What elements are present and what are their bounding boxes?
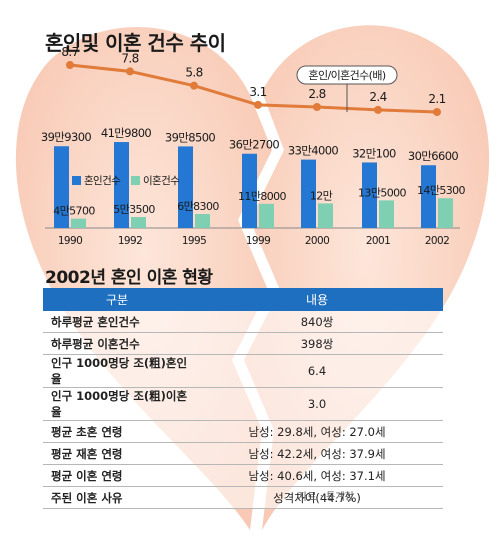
data-label-divorce: 13만5000 xyxy=(358,186,407,199)
bar-divorce xyxy=(379,200,394,228)
ratio-point xyxy=(313,103,321,112)
bar-marriage xyxy=(178,146,193,228)
bar-marriage xyxy=(114,142,129,228)
ratio-point xyxy=(433,108,441,116)
data-label-marriage: 32만100 xyxy=(352,146,396,160)
bar-divorce xyxy=(131,217,146,228)
tick-label: 1995 xyxy=(182,235,206,247)
data-label-divorce: 6만8300 xyxy=(177,200,219,213)
bar-divorce xyxy=(195,214,210,228)
ratio-label: 2.4 xyxy=(369,90,386,104)
bar-marriage xyxy=(54,146,69,228)
bar-divorce xyxy=(259,203,274,228)
bar-marriage xyxy=(301,159,316,228)
header-content: 내용 xyxy=(191,288,443,311)
row-label: 하루평균 혼인건수 xyxy=(43,311,191,333)
data-label-divorce: 5만3500 xyxy=(113,203,155,216)
tick-label: 1990 xyxy=(58,235,82,247)
source-note: 자료 : 통계청 xyxy=(298,492,354,503)
header-category: 구분 xyxy=(43,288,191,311)
data-label-marriage: 36만2700 xyxy=(229,138,280,152)
bar-marriage xyxy=(362,162,377,228)
table-row: 하루평균 혼인건수 840쌍 xyxy=(43,311,443,333)
ratio-label: 3.1 xyxy=(249,85,266,99)
ratio-point xyxy=(190,81,198,90)
data-label-divorce: 14만5300 xyxy=(417,184,466,197)
bar-marriage xyxy=(242,153,257,228)
data-label-marriage: 30만6600 xyxy=(408,149,459,163)
row-value: 남성: 40.6세, 여성: 37.1세 xyxy=(191,464,443,487)
tick-label: 2000 xyxy=(305,235,329,247)
status-table: 구분 내용 하루평균 혼인건수 840쌍 하루평균 이혼건수 398쌍 인구 1… xyxy=(43,288,443,509)
legend: 혼인건수 이혼건수 xyxy=(72,174,181,187)
table-row: 평균 이혼 연령 남성: 40.6세, 여성: 37.1세 xyxy=(43,464,443,487)
table-row: 인구 1000명당 조(粗)혼인율 6.4 xyxy=(43,354,443,388)
legend-label-divorce: 이혼건수 xyxy=(143,174,180,187)
row-label: 평균 초혼 연령 xyxy=(43,420,191,443)
row-value: 성격차이(44.7%) xyxy=(191,486,443,509)
ratio-label: 2.1 xyxy=(428,92,445,106)
row-value: 3.0 xyxy=(191,387,443,421)
tick-label: 2001 xyxy=(366,235,390,247)
data-label-marriage: 39만8500 xyxy=(165,130,216,144)
table-title: 2002년 혼인 이혼 현황 xyxy=(45,268,213,288)
data-label-divorce: 4만5700 xyxy=(53,205,95,218)
legend-swatch-divorce xyxy=(131,176,140,185)
data-label-divorce: 12만 xyxy=(310,189,333,202)
tick-label: 2002 xyxy=(425,235,449,247)
legend-label-marriage: 혼인건수 xyxy=(84,174,121,187)
chart-area: 39만9300 4만5700 41만9800 5만3500 39만8500 6만8300 3… xyxy=(41,45,466,247)
row-label: 하루평균 이혼건수 xyxy=(43,332,191,355)
bar-divorce xyxy=(318,203,333,228)
row-label: 평균 재혼 연령 xyxy=(43,442,191,465)
ratio-point xyxy=(254,100,262,109)
row-value: 840쌍 xyxy=(191,311,443,333)
row-label: 주된 이혼 사유 xyxy=(43,486,191,509)
ratio-point xyxy=(126,67,134,76)
table-row: 하루평균 이혼건수 398쌍 xyxy=(43,332,443,355)
row-label: 인구 1000명당 조(粗)이혼율 xyxy=(43,387,191,421)
tick-label: 1992 xyxy=(118,235,142,247)
data-label-divorce: 11만8000 xyxy=(238,190,287,203)
row-value: 398쌍 xyxy=(191,332,443,355)
data-label-marriage: 39만9300 xyxy=(41,130,92,144)
bar-divorce xyxy=(71,218,86,228)
ratio-point xyxy=(374,105,382,114)
data-label-marriage: 41만9800 xyxy=(101,126,152,140)
ratio-label: 2.8 xyxy=(308,87,325,101)
ratio-legend-label: 혼인/이혼건수(배) xyxy=(308,69,385,82)
chart-title: 혼인및 이혼 건수 추이 xyxy=(45,31,226,55)
tick-label: 1999 xyxy=(246,235,270,247)
ratio-label: 8.7 xyxy=(61,45,78,59)
ratio-point xyxy=(66,61,74,69)
data-label-marriage: 33만4000 xyxy=(288,144,339,158)
row-value: 남성: 42.2세, 여성: 37.9세 xyxy=(191,442,443,465)
table-row: 평균 재혼 연령 남성: 42.2세, 여성: 37.9세 xyxy=(43,442,443,465)
row-value: 6.4 xyxy=(191,354,443,388)
row-label: 평균 이혼 연령 xyxy=(43,464,191,487)
table-row: 주된 이혼 사유 성격차이(44.7%) xyxy=(43,486,443,509)
table-header-row: 구분 내용 xyxy=(43,288,443,311)
bar-marriage xyxy=(421,165,436,228)
ratio-label: 5.8 xyxy=(185,66,202,80)
table-row: 평균 초혼 연령 남성: 29.8세, 여성: 27.0세 xyxy=(43,420,443,443)
row-label: 인구 1000명당 조(粗)혼인율 xyxy=(43,354,191,388)
table-row: 인구 1000명당 조(粗)이혼율 3.0 xyxy=(43,387,443,421)
legend-swatch-marriage xyxy=(72,176,81,185)
ratio-label: 7.8 xyxy=(121,51,138,65)
bar-divorce xyxy=(438,198,453,228)
row-value: 남성: 29.8세, 여성: 27.0세 xyxy=(191,420,443,443)
